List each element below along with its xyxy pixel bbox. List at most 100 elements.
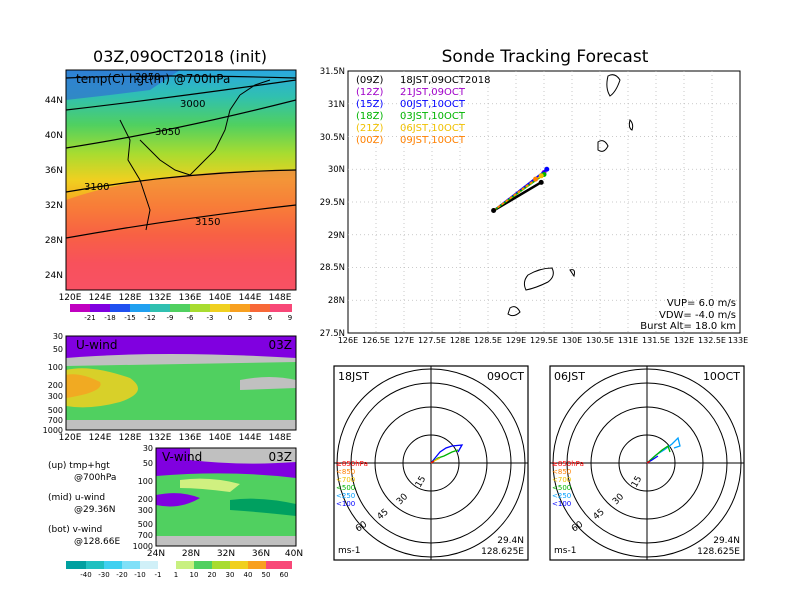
scale-label: 0 — [228, 314, 232, 322]
info-line: VDW= -4.0 m/s — [659, 310, 736, 321]
lon-tick: 144E — [239, 293, 262, 303]
legend-code: (21Z) — [356, 123, 383, 134]
y-tick: 100 — [48, 363, 63, 372]
tracking-title: Sonde Tracking Forecast — [442, 47, 649, 67]
track-endpoint — [544, 166, 550, 172]
ring-label: 15 — [414, 475, 428, 490]
u-wind-time: 03Z — [269, 338, 293, 352]
x-tick: 140E — [209, 433, 232, 443]
y-tick: 300 — [48, 392, 63, 401]
lat-tick: 44N — [45, 96, 63, 106]
x-tick: 148E — [269, 433, 292, 443]
lon-tick: 131.5E — [642, 336, 670, 345]
contour-label: 3050 — [155, 127, 180, 138]
scale-label: -20 — [116, 571, 127, 579]
x-tick: 132E — [149, 433, 172, 443]
scale-label: -1 — [155, 571, 162, 579]
contour-label: 3000 — [180, 99, 205, 110]
tracking-lat-ticks: 31.5N 31N 30.5N 30N 29.5N 29N 28.5N 28N … — [320, 67, 345, 339]
x-tick: 32N — [217, 549, 235, 559]
v-wind-y-ticks: 30 50 100 200 300 500 700 1000 — [133, 444, 153, 551]
scale-label: 40 — [244, 571, 253, 579]
hodo-unit: ms-1 — [554, 546, 576, 556]
y-tick: 700 — [138, 531, 153, 540]
scale-label: 1 — [174, 571, 178, 579]
x-tick: 120E — [59, 433, 82, 443]
lon-tick: 129.5E — [530, 336, 558, 345]
island-outline — [507, 306, 521, 317]
y-tick: 30 — [143, 444, 153, 453]
level-label: <850 — [552, 468, 571, 476]
scale-label: -9 — [167, 314, 174, 322]
hodograph-right: 06JST 10OCT 15 30 45 60 ms-1 29.4N 128.6… — [549, 365, 745, 561]
lon-tick: 132.5E — [698, 336, 726, 345]
u-wind-frame — [65, 335, 297, 431]
legend-code: (18Z) — [356, 111, 383, 122]
y-tick: 100 — [138, 477, 153, 486]
map-lon-ticks: 120E 124E 128E 132E 136E 140E 144E 148E — [59, 293, 292, 303]
tracking-lon-ticks: 126E 126.5E 127E 127.5E 128E 128.5E 129E… — [338, 336, 748, 345]
lat-tick: 29.5N — [320, 198, 345, 208]
note: (mid) u-wind — [48, 493, 105, 503]
tracking-info: VUP= 6.0 m/s VDW= -4.0 m/s Burst Alt= 18… — [640, 298, 736, 332]
hodo-date: 09OCT — [487, 370, 524, 383]
lat-tick: 31.5N — [320, 67, 345, 77]
wind-colorbar — [66, 561, 292, 569]
temp-scale-labels: -21 -18 -15 -12 -9 -6 -3 0 3 6 9 — [84, 314, 292, 322]
scale-label: -40 — [80, 571, 91, 579]
y-tick: 50 — [53, 345, 63, 354]
lon-tick: 133E — [728, 336, 748, 345]
level-label: <500 — [552, 484, 571, 492]
lon-tick: 132E — [149, 293, 172, 303]
lat-tick: 36N — [45, 166, 63, 176]
scale-label: -6 — [187, 314, 195, 322]
level-label: <250 — [552, 492, 571, 500]
hodograph-left: 18JST 09OCT 15 30 45 60 ms-1 29.4N 128.6… — [333, 365, 529, 561]
lat-tick: 29N — [328, 231, 345, 241]
scale-label: 10 — [190, 571, 199, 579]
level-label: <700 — [552, 476, 571, 484]
scale-label: 30 — [226, 571, 235, 579]
hodo-lat: 29.4N — [713, 536, 740, 546]
lon-tick: 136E — [179, 293, 202, 303]
level-label: <500 — [336, 484, 355, 492]
v-wind-time: 03Z — [269, 450, 293, 464]
hodo-time: 06JST — [554, 370, 585, 383]
scale-label: -15 — [124, 314, 135, 322]
temp-colorbar — [70, 304, 292, 312]
lon-tick: 124E — [89, 293, 112, 303]
y-tick: 200 — [48, 381, 63, 390]
track-endpoint — [533, 176, 539, 182]
level-label: <100 — [336, 500, 355, 508]
lon-tick: 130.5E — [586, 336, 614, 345]
tracking-frame — [347, 70, 741, 334]
lon-tick: 127E — [394, 336, 414, 345]
map-title: 03Z,09OCT2018 (init) — [93, 47, 267, 66]
lat-tick: 28.5N — [320, 263, 345, 273]
tracking-plot — [347, 70, 741, 334]
wind-scale-labels: -40 -30 -20 -10 -1 1 10 20 30 40 50 60 — [80, 571, 288, 579]
lat-tick: 27.5N — [320, 329, 345, 339]
ring-label: 15 — [630, 475, 644, 490]
lon-tick: 131E — [618, 336, 638, 345]
lat-tick: 28N — [45, 236, 63, 246]
x-tick: 144E — [239, 433, 262, 443]
y-tick: 1000 — [43, 426, 63, 435]
y-tick: 1000 — [133, 542, 153, 551]
note: (bot) v-wind — [48, 525, 102, 535]
scale-label: 50 — [262, 571, 271, 579]
x-tick: 40N — [285, 549, 303, 559]
island-outline — [597, 140, 609, 152]
lon-tick: 120E — [59, 293, 82, 303]
u-wind-title: U-wind — [76, 338, 117, 352]
legend-label: 00JST,10OCT — [400, 99, 466, 110]
lon-tick: 128E — [119, 293, 142, 303]
hodo-lon: 128.625E — [481, 547, 524, 557]
y-tick: 500 — [48, 406, 63, 415]
v-wind-x-ticks: 24N 28N 32N 36N 40N — [147, 549, 303, 559]
island-outline — [523, 267, 554, 291]
legend-code: (15Z) — [356, 99, 383, 110]
lon-tick: 128.5E — [474, 336, 502, 345]
map-subtitle: temp(C) hgt(m) @700hPa — [76, 72, 230, 86]
